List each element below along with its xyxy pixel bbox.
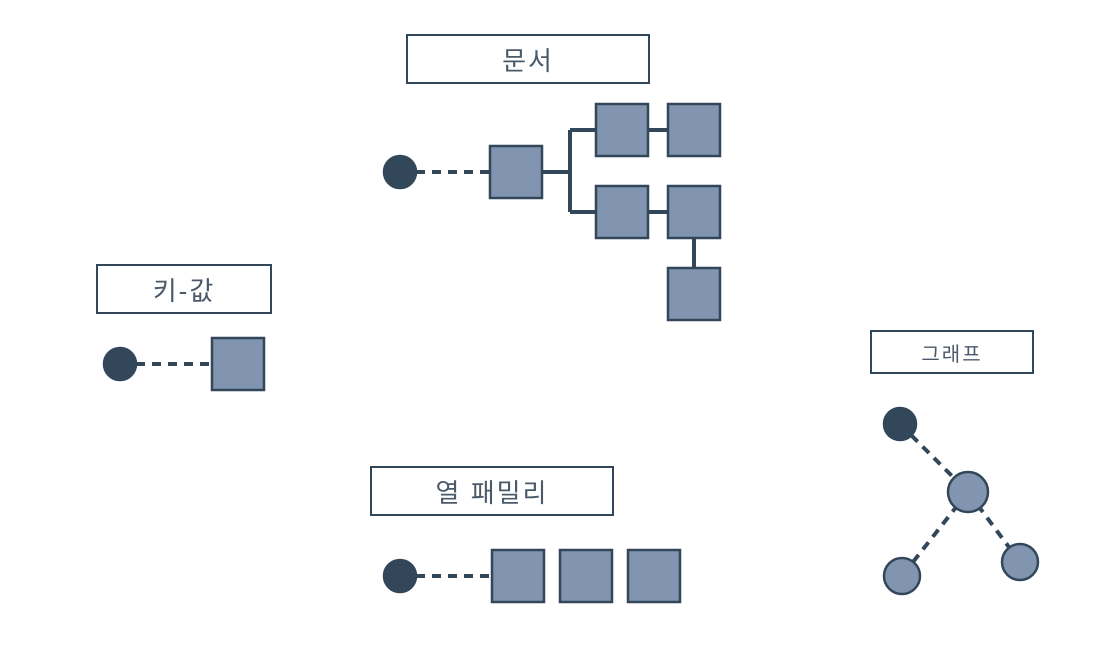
label-column-family-text: 열 패밀리 (436, 473, 549, 510)
label-graph-text: 그래프 (921, 338, 982, 367)
doc-box-4 (668, 186, 720, 238)
label-column-family: 열 패밀리 (370, 466, 614, 516)
kv-value-node (212, 338, 264, 390)
doc-box-2 (668, 104, 720, 156)
kv-key-node (104, 348, 136, 380)
label-key-value-text: 키-값 (153, 271, 216, 308)
label-graph: 그래프 (870, 330, 1034, 374)
diagram-canvas: 문서 키-값 열 패밀리 그래프 (0, 0, 1120, 672)
colfam-col-3 (628, 550, 680, 602)
graph-node-1 (884, 408, 916, 440)
graph-node-4 (1002, 544, 1038, 580)
doc-box-5 (668, 268, 720, 320)
doc-box-root (490, 146, 542, 198)
label-document-text: 문서 (502, 41, 554, 78)
doc-box-3 (596, 186, 648, 238)
colfam-key-node (384, 560, 416, 592)
label-key-value: 키-값 (96, 264, 272, 314)
doc-box-1 (596, 104, 648, 156)
doc-root-node (384, 156, 416, 188)
graph-node-2 (948, 472, 988, 512)
colfam-col-2 (560, 550, 612, 602)
colfam-col-1 (492, 550, 544, 602)
label-document: 문서 (406, 34, 650, 84)
graph-node-3 (884, 558, 920, 594)
